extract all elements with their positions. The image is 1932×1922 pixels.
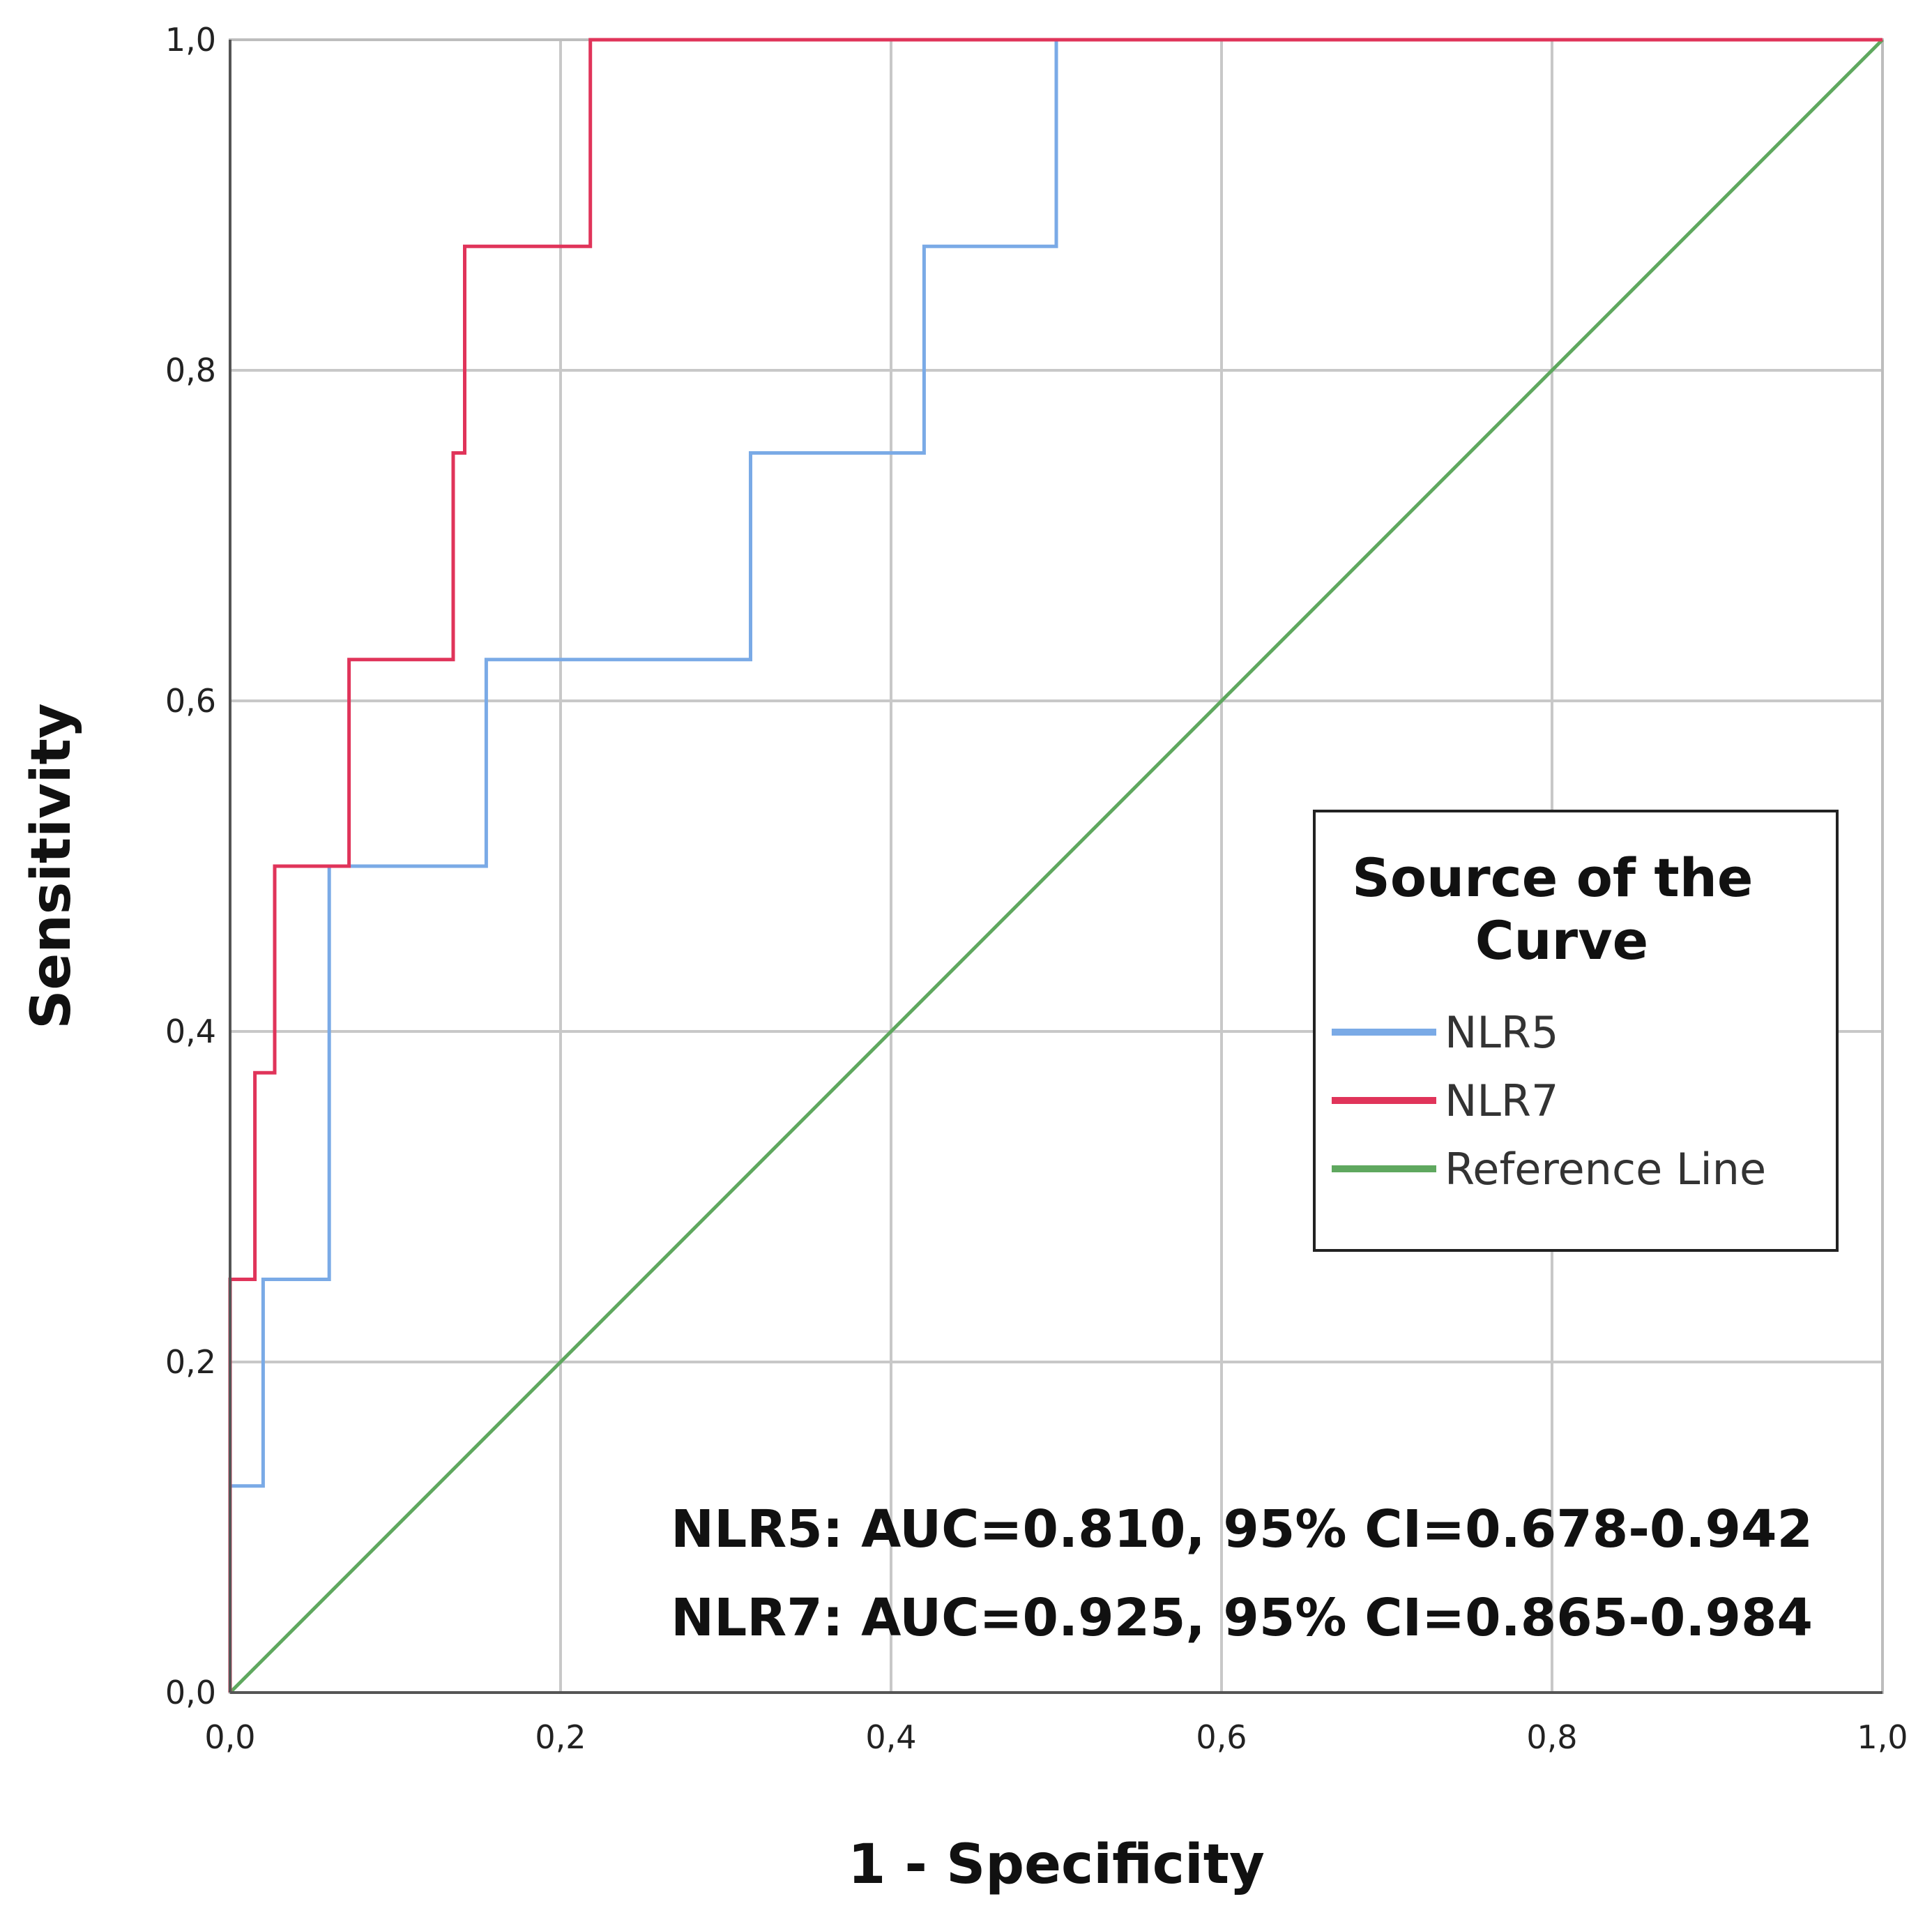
series-line-nlr5 [228, 38, 1882, 1693]
y-tick-label: 1,0 [165, 21, 216, 59]
x-axis-title: 1 - Specificity [848, 1833, 1265, 1896]
y-tick-label: 0,6 [165, 682, 216, 720]
x-tick-label: 0,6 [1196, 1718, 1247, 1756]
x-tick-label: 0,2 [535, 1718, 586, 1756]
y-tick-label: 0,2 [165, 1343, 216, 1381]
legend-label-nlr7: NLR7 [1445, 1075, 1558, 1126]
legend: Source of the Curve NLR5 NLR7 Reference Li… [1313, 810, 1839, 1252]
annotation-nlr5: NLR5: AUC=0.810, 95% CI=0.678-0.942 [671, 1499, 1813, 1559]
legend-title-line-2: Curve [1475, 909, 1648, 971]
legend-label-reference-line: Reference Line [1445, 1144, 1766, 1195]
y-tick-labels: 0,0 0,2 0,4 0,6 0,8 1,0 [165, 21, 216, 1711]
legend-label-nlr5: NLR5 [1445, 1007, 1558, 1058]
y-tick-label: 0,0 [165, 1674, 216, 1711]
y-tick-label: 0,4 [165, 1013, 216, 1050]
x-tick-label: 0,0 [204, 1718, 255, 1756]
y-axis-title: Sensitivity [20, 703, 83, 1029]
x-tick-label: 1,0 [1857, 1718, 1908, 1756]
x-tick-label: 0,8 [1526, 1718, 1577, 1756]
legend-items: NLR5 NLR7 Reference Line [1332, 1007, 1766, 1195]
x-tick-label: 0,4 [865, 1718, 916, 1756]
legend-title-line-1: Source of the [1352, 847, 1753, 909]
y-tick-label: 0,8 [165, 351, 216, 389]
series-group [228, 38, 1884, 1694]
series-line-nlr7 [228, 38, 1882, 1693]
series-line-reference-line [229, 38, 1884, 1694]
grid [230, 40, 1882, 1693]
x-tick-labels: 0,0 0,2 0,4 0,6 0,8 1,0 [204, 1718, 1908, 1756]
legend-title: Source of the Curve [1352, 847, 1772, 971]
annotation-nlr7: NLR7: AUC=0.925, 95% CI=0.865-0.984 [671, 1588, 1813, 1648]
